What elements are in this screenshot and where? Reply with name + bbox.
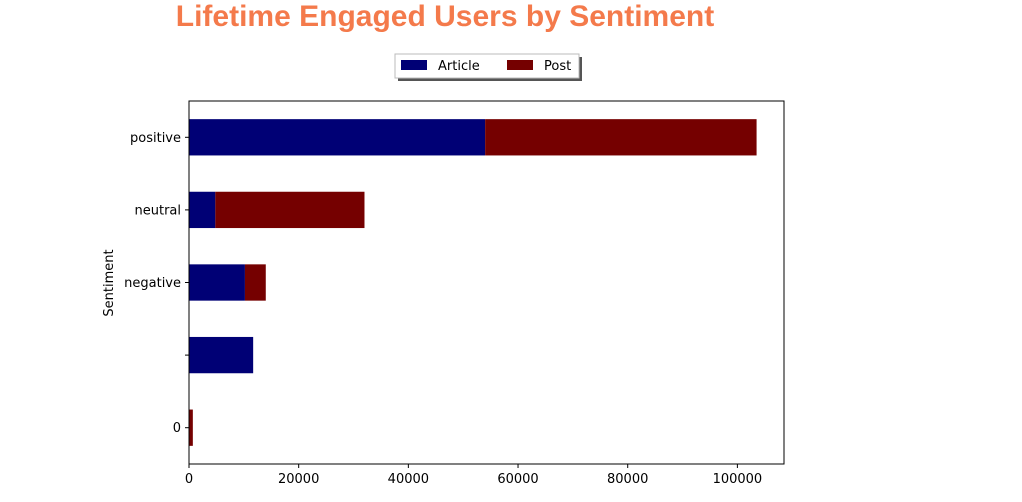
- chart-title: Lifetime Engaged Users by Sentiment: [176, 0, 714, 33]
- bar-post-2: [244, 264, 266, 301]
- x-tick-label: 100000: [713, 472, 763, 487]
- legend: Article Post: [394, 53, 582, 81]
- x-tick-label: 20000: [278, 472, 319, 487]
- legend-swatch-article: [401, 60, 427, 70]
- bar-article-2: [189, 264, 245, 301]
- x-tick-label: 0: [185, 472, 193, 487]
- bar-post-3: [215, 191, 365, 229]
- y-tick-label: neutral: [135, 203, 182, 218]
- bar-article-3: [189, 191, 216, 229]
- y-tick-label: 0: [173, 421, 181, 436]
- bars-group: [189, 119, 757, 446]
- bar-post-0: [189, 409, 193, 446]
- y-tick-label: positive: [130, 131, 181, 146]
- x-tick-label: 80000: [607, 472, 648, 487]
- y-axis-label: Sentiment: [102, 249, 117, 316]
- x-axis-ticks: 0 20000 40000 60000 80000 100000: [185, 464, 762, 487]
- y-axis-ticks: 0 negative neutral positive: [124, 131, 189, 436]
- y-tick-label: negative: [124, 276, 181, 291]
- bar-post-4: [485, 119, 757, 156]
- legend-label-article: Article: [438, 59, 480, 74]
- x-tick-label: 60000: [497, 472, 538, 487]
- plot-frame: [188, 100, 785, 465]
- bar-article-1: [189, 336, 254, 374]
- bar-article-4: [189, 119, 486, 156]
- legend-label-post: Post: [544, 59, 571, 74]
- legend-swatch-post: [507, 60, 533, 70]
- x-tick-label: 40000: [388, 472, 429, 487]
